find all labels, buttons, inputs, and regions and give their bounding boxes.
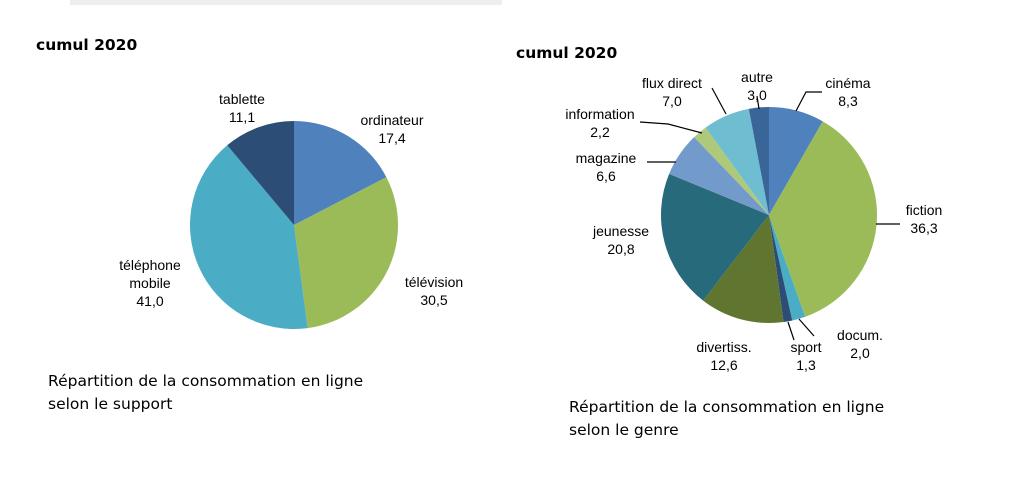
pie-slice-sport — [769, 215, 793, 323]
slice-value-ordinateur: 17,4 — [378, 130, 405, 146]
caption-genre-line-1: Répartition de la consommation en ligne — [569, 398, 885, 416]
slice-value-tablette: 11,1 — [229, 109, 255, 125]
slice-name-tablette: tablette — [219, 91, 265, 107]
pie-slice-autre — [748, 107, 769, 215]
caption-support-line-2: selon le support — [48, 395, 173, 413]
slice-label-sport: sport 1,3 — [790, 339, 821, 373]
slice-label-television: télévision 30,5 — [405, 274, 463, 308]
slice-label-fiction: fiction 36,3 — [906, 202, 943, 236]
leader-line-sport — [787, 321, 795, 341]
slice-value-cinema: 8,3 — [838, 93, 858, 109]
slice-label-tablette: tablette 11,1 — [219, 91, 265, 125]
slice-value-divertiss: 12,6 — [710, 357, 737, 373]
leader-line-information — [639, 121, 703, 134]
slice-name-fiction: fiction — [906, 202, 943, 218]
chart-title-genre: cumul 2020 — [516, 44, 618, 62]
slice-value-flux-direct: 7,0 — [662, 93, 682, 109]
pie-slice-magazine — [669, 137, 769, 215]
pie-slice-information — [694, 127, 769, 215]
slice-label-magazine: magazine 6,6 — [576, 150, 637, 184]
slice-name-flux-direct: flux direct — [642, 75, 702, 91]
slice-value-magazine: 6,6 — [596, 168, 616, 184]
slice-value-docum: 2,0 — [850, 345, 870, 361]
slice-value-jeunesse: 20,8 — [607, 241, 634, 257]
slice-name-divertiss: divertiss. — [696, 339, 751, 355]
top-divider-bar — [70, 0, 502, 5]
slice-value-sport: 1,3 — [796, 357, 816, 373]
slice-name-sport: sport — [790, 339, 821, 355]
slice-label-divertiss: divertiss. 12,6 — [696, 339, 751, 373]
slice-name-telephone-mobile: mobile — [129, 275, 170, 291]
caption-support: Répartition de la consommation en ligne … — [48, 370, 363, 416]
leader-line-cinema — [795, 91, 822, 112]
slice-name-television: télévision — [405, 274, 463, 290]
caption-support-line-1: Répartition de la consommation en ligne — [48, 372, 364, 390]
slice-label-docum: docum. 2,0 — [837, 327, 883, 361]
slice-name-autre: autre — [741, 69, 773, 85]
slice-label-information: information 2,2 — [565, 106, 634, 140]
pie-slice-ordinateur — [294, 121, 387, 225]
slice-label-flux-direct: flux direct 7,0 — [642, 75, 702, 109]
slice-value-television: 30,5 — [420, 292, 447, 308]
slice-name-ordinateur: ordinateur — [360, 112, 423, 128]
pie-slice-telephone-mobile — [189, 145, 308, 330]
pie-slice-television — [294, 177, 399, 329]
leader-line-docum — [798, 318, 815, 337]
slice-name-cinema: cinéma — [825, 75, 870, 91]
slice-label-cinema: cinéma 8,3 — [825, 75, 870, 109]
pie-slice-cinema — [769, 107, 823, 215]
leader-line-flux-direct — [711, 87, 727, 115]
pie-slice-flux-direct — [705, 108, 769, 215]
slice-name-information: information — [565, 106, 634, 122]
pie-slice-tablette — [227, 121, 294, 225]
slice-value-fiction: 36,3 — [910, 220, 937, 236]
slice-label-telephone-mobile: téléphone mobile 41,0 — [119, 257, 181, 309]
slice-name-docum: docum. — [837, 327, 883, 343]
pie-slice-docum — [769, 215, 806, 321]
slice-value-telephone-mobile: 41,0 — [136, 293, 163, 309]
pie-support — [189, 121, 399, 330]
slice-name-jeunesse: jeunesse — [592, 223, 649, 239]
chart-title-support: cumul 2020 — [36, 36, 138, 54]
leader-line-autre — [756, 95, 760, 110]
slice-name-telephone-mobile: téléphone — [119, 257, 181, 273]
slice-value-autre: 3,0 — [747, 87, 767, 103]
caption-genre: Répartition de la consommation en ligne … — [569, 396, 884, 442]
pie-slice-jeunesse — [661, 173, 769, 301]
slice-label-autre: autre 3,0 — [741, 69, 773, 103]
slice-label-jeunesse: jeunesse 20,8 — [592, 223, 649, 257]
pie-slice-divertiss — [703, 215, 784, 324]
slice-value-information: 2,2 — [590, 124, 610, 140]
pie-genre — [661, 107, 877, 324]
caption-genre-line-2: selon le genre — [569, 421, 679, 439]
slice-label-ordinateur: ordinateur 17,4 — [360, 112, 423, 146]
pie-slice-fiction — [769, 121, 877, 317]
slice-name-magazine: magazine — [576, 150, 637, 166]
